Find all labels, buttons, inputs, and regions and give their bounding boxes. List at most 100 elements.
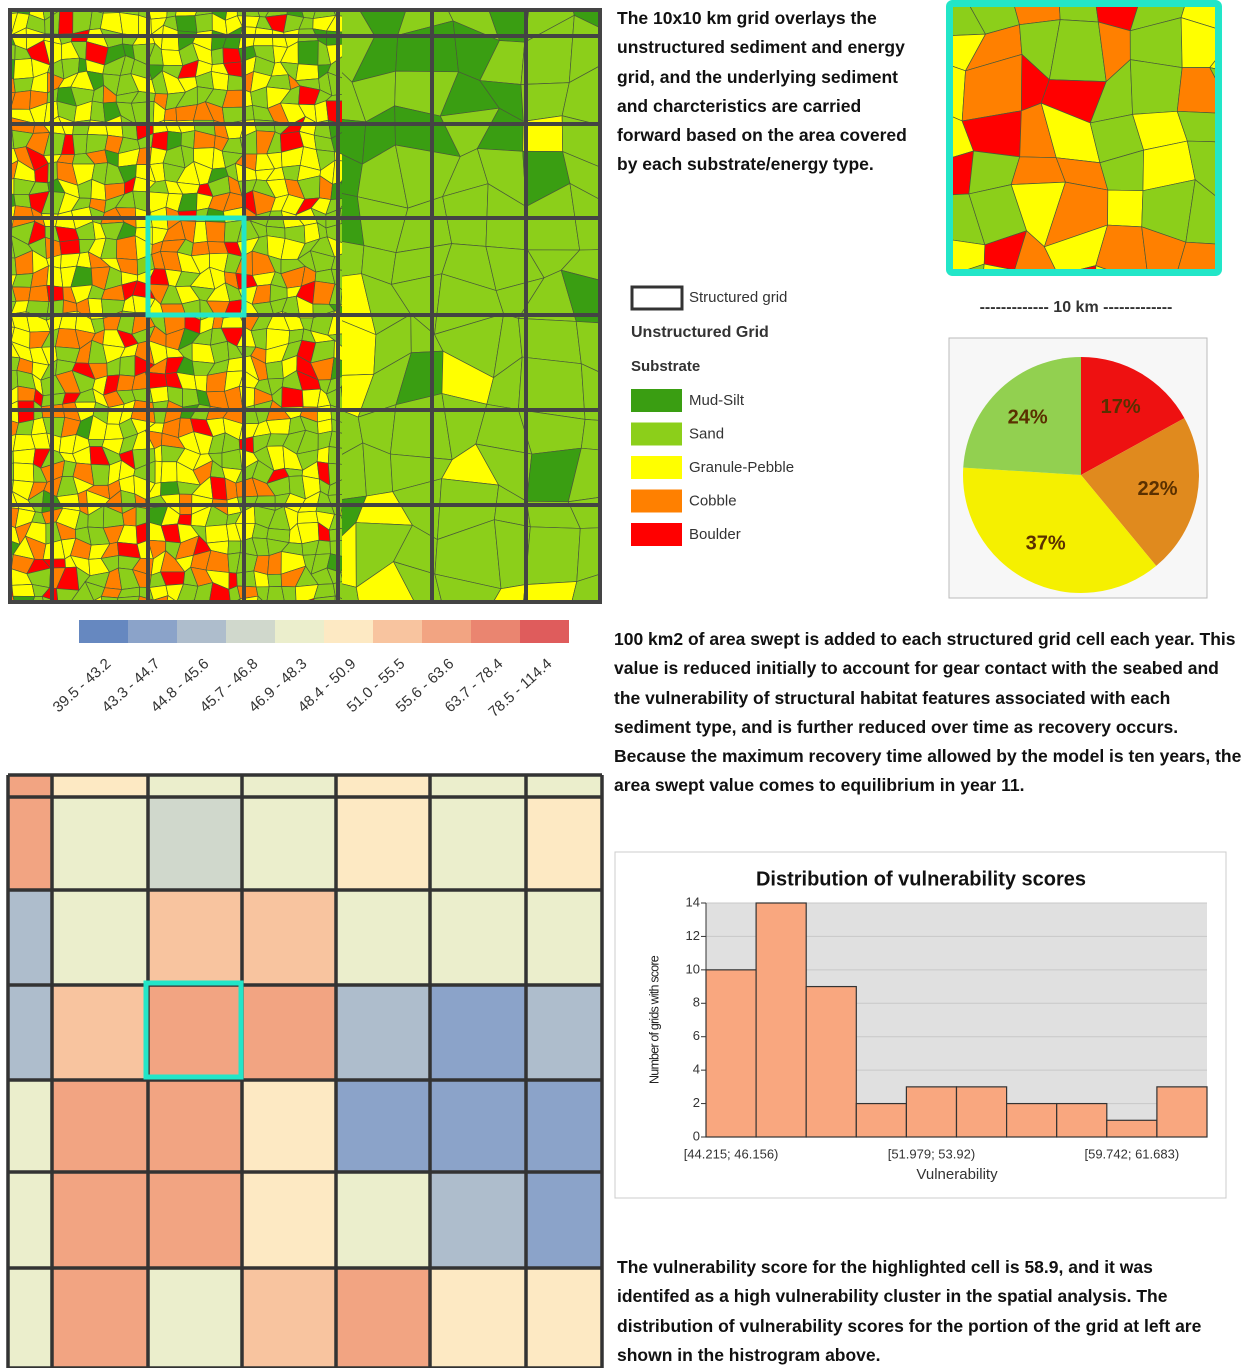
x-axis-title: Vulnerability [916,1166,998,1183]
vulnerability-cell [526,890,602,985]
area-swept-text: 100 km2 of area swept is added to each s… [614,625,1242,801]
vulnerability-cell [336,775,430,797]
bar [1007,1104,1057,1137]
chart-title: Distribution of vulnerability scores [756,868,1086,890]
sediment-cell [178,514,192,525]
legend-swatch [631,423,682,446]
vulnerability-cell [242,797,336,890]
color-scale-swatch [79,620,128,643]
sediment-cell [523,116,563,152]
sediment-cell [164,108,177,121]
sediment-cell [1108,190,1143,227]
intro-text: The 10x10 km grid overlays the unstructu… [617,4,909,180]
color-scale-swatch [520,620,569,643]
sediment-cell [13,449,35,464]
color-scale-swatch [128,620,177,643]
legend-swatch [631,389,682,412]
sediment-cell [205,221,225,242]
vulnerability-cell [526,1080,602,1172]
sediment-cell [60,239,80,254]
vulnerability-cell [148,985,242,1080]
vulnerability-cell [336,1268,430,1368]
legend-swatch [631,490,682,513]
bar [1057,1104,1107,1137]
vulnerability-cell [242,890,336,985]
sediment-cell [1177,111,1234,141]
legend-label: Cobble [689,492,737,509]
sediment-cell [227,357,244,372]
sediment-cell [268,574,282,586]
sediment-cell [117,236,138,260]
sediment-cell [611,232,662,283]
color-scale-swatch [471,620,520,643]
y-tick-label: 10 [686,961,700,976]
sediment-cell [1221,264,1244,316]
sediment-cell [195,0,212,16]
vulnerability-cell [336,1172,430,1268]
sediment-cell [88,439,104,446]
sediment-cell [297,511,318,523]
vulnerability-cell [430,985,526,1080]
vulnerability-cell [8,985,52,1080]
sediment-cell [284,604,296,617]
vulnerability-cell [52,890,148,985]
legend-swatch [631,523,682,546]
vulnerability-cell [148,797,242,890]
scale-label: ------------- 10 km ------------- [980,299,1173,316]
pie-label: 22% [1137,478,1177,500]
sediment-cell [210,477,227,500]
vulnerability-cell [242,1268,336,1368]
pie-label: 37% [1026,533,1066,555]
vulnerability-cell [52,985,148,1080]
vulnerability-cell [52,1080,148,1172]
sediment-cell [1177,67,1234,113]
sediment-cell [12,584,35,596]
vulnerability-cell [8,1080,52,1172]
vulnerability-cell [52,775,148,797]
vulnerability-cell [242,1080,336,1172]
sediment-cell [211,48,223,65]
sediment-cell [91,464,110,485]
y-tick-label: 8 [693,995,700,1010]
sediment-cell [523,582,577,611]
mesh [0,0,366,621]
y-tick-label: 2 [693,1095,700,1110]
bar [756,903,806,1137]
sediment-cell [14,463,34,482]
y-tick-label: 4 [693,1062,700,1077]
vulnerability-cell [526,775,602,797]
sediment-cell [193,221,207,243]
vulnerability-cell [336,1080,430,1172]
vulnerability-cell [148,1080,242,1172]
sediment-cell [13,596,35,619]
vulnerability-cell [430,1172,526,1268]
sediment-cell [206,372,227,392]
bar [856,1104,906,1137]
sediment-cell [282,387,304,408]
sediment-cell [161,462,177,483]
sediment-cell [266,419,290,435]
vulnerability-cell [430,797,526,890]
sediment-cell [1130,60,1182,115]
sediment-cell [237,571,257,587]
vulnerability-cell [336,985,430,1080]
sediment-cell [211,71,229,90]
color-scale-swatch [226,620,275,643]
color-scale-swatch [373,620,422,643]
y-tick-label: 6 [693,1028,700,1043]
figure: Structured gridUnstructured GridSubstrat… [0,0,1244,1368]
sediment-cell [120,356,135,377]
sediment-cell [14,78,34,93]
vulnerability-cell [8,1172,52,1268]
x-tick-label: [44.215; 46.156) [684,1146,779,1161]
vulnerability-cell [430,1080,526,1172]
sediment-cell [222,449,242,469]
vulnerability-cell [526,797,602,890]
color-scale-swatch [275,620,324,643]
pie-label: 17% [1101,396,1141,418]
legend-label: Sand [689,425,724,442]
vulnerability-cell [8,1268,52,1368]
vulnerability-cell [430,1268,526,1368]
sediment-cell [1221,236,1244,266]
sediment-cell [390,394,452,460]
